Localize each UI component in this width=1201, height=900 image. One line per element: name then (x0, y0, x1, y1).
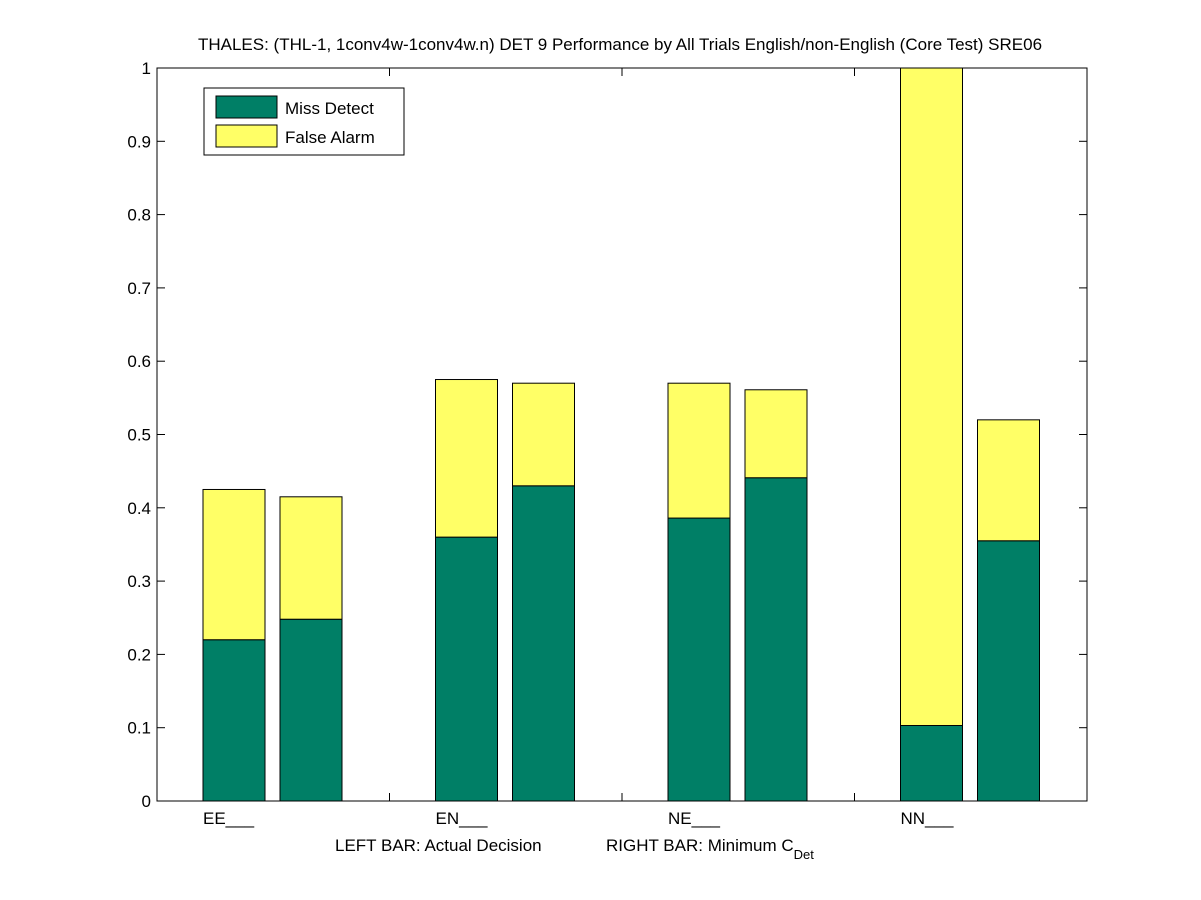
bar-miss-detect-en-actual (435, 536, 498, 802)
bar-false-alarm-ne-min (744, 389, 808, 479)
bars (202, 67, 1040, 802)
y-tick-label: 0 (142, 792, 151, 811)
x-tick-label: EE___ (203, 809, 255, 828)
y-tick-label: 0.9 (127, 132, 151, 151)
bar-miss-detect-ne-min (744, 477, 808, 802)
y-tick-label: 0.6 (127, 352, 151, 371)
bar-miss-detect-ee-min (279, 618, 343, 802)
bar-miss-detect-nn-min (977, 540, 1040, 802)
bar-miss-detect-en-min (512, 485, 575, 802)
x-axis-label-right-main: RIGHT BAR: Minimum C (606, 836, 794, 855)
y-tick-label: 1 (142, 59, 151, 78)
y-tick-label: 0.4 (127, 499, 151, 518)
bar-miss-detect-nn-actual (900, 725, 963, 802)
bar-false-alarm-ne-actual (667, 382, 731, 519)
bar-false-alarm-nn-actual (900, 67, 963, 727)
x-axis-label-right-subscript: Det (794, 847, 815, 862)
bar-false-alarm-nn-min (977, 419, 1040, 542)
legend: Miss Detect False Alarm (203, 87, 405, 156)
legend-swatch-miss-detect (215, 95, 278, 119)
bar-false-alarm-ee-actual (202, 488, 266, 641)
x-tick-label: EN___ (436, 809, 489, 828)
chart-title: THALES: (THL-1, 1conv4w-1conv4w.n) DET 9… (198, 35, 1042, 54)
bar-false-alarm-ee-min (279, 496, 343, 620)
x-axis: EE___ EN___ NE___ NN___ (203, 68, 954, 828)
y-axis: 0 0.1 0.2 0.3 0.4 0.5 0.6 0.7 0.8 0.9 1 (127, 59, 1087, 811)
y-tick-label: 0.8 (127, 206, 151, 225)
bar-miss-detect-ne-actual (667, 517, 731, 802)
y-tick-label: 0.5 (127, 426, 151, 445)
y-tick-label: 0.1 (127, 719, 151, 738)
bar-false-alarm-en-actual (435, 379, 498, 538)
y-tick-label: 0.2 (127, 645, 151, 664)
x-axis-label-right: RIGHT BAR: Minimum CDet (606, 836, 814, 862)
y-tick-label: 0.7 (127, 279, 151, 298)
bar-false-alarm-en-min (512, 382, 575, 487)
x-axis-label-left: LEFT BAR: Actual Decision (335, 836, 542, 855)
y-tick-label: 0.3 (127, 572, 151, 591)
legend-swatch-false-alarm (215, 124, 278, 148)
legend-label-false-alarm: False Alarm (285, 128, 375, 147)
x-tick-label: NE___ (668, 809, 721, 828)
bar-miss-detect-ee-actual (202, 639, 266, 802)
x-tick-label: NN___ (901, 809, 954, 828)
plot-frame (156, 67, 1088, 802)
legend-label-miss-detect: Miss Detect (285, 99, 374, 118)
